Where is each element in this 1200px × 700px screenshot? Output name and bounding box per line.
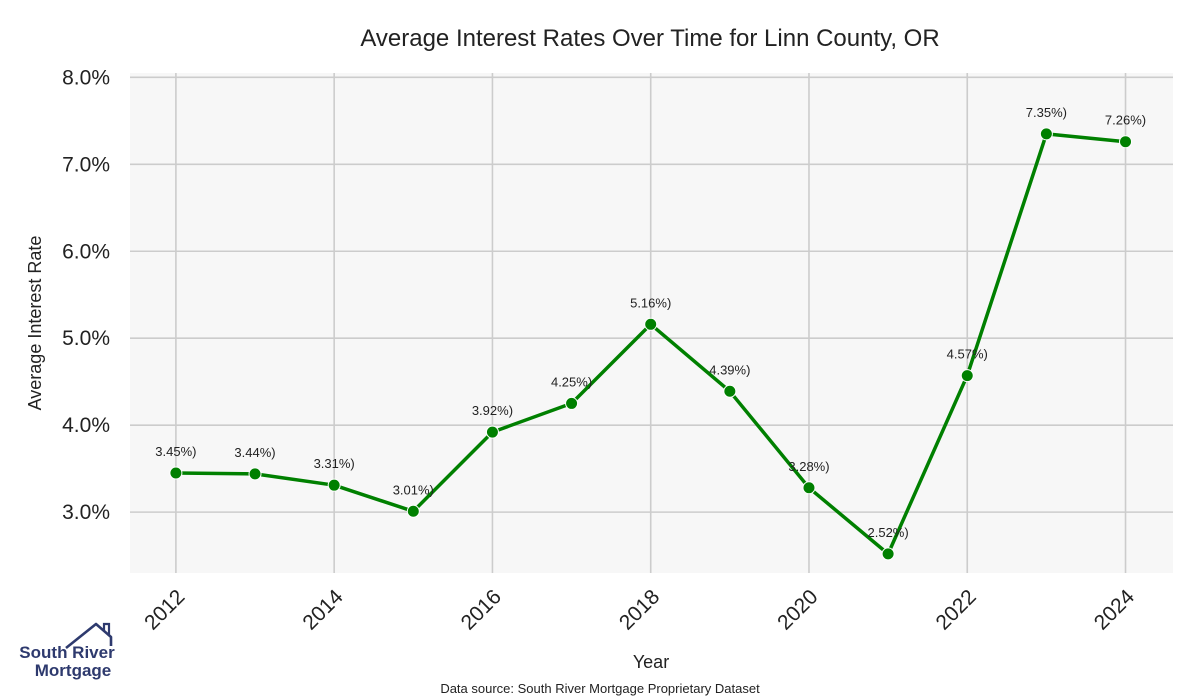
x-axis-ticks: 2012 2014 2016 2018 2020 2022 2024 <box>140 585 1139 635</box>
data-point <box>169 466 183 480</box>
data-point <box>960 369 974 383</box>
data-point <box>565 396 579 410</box>
y-tick-label: 7.0% <box>62 153 110 176</box>
data-label: 4.57%) <box>947 347 988 362</box>
data-point <box>406 504 420 518</box>
x-axis-label: Year <box>633 652 669 672</box>
y-axis-ticks: 3.0% 4.0% 5.0% 6.0% 7.0% 8.0% <box>62 66 110 524</box>
y-tick-label: 6.0% <box>62 240 110 263</box>
data-label: 3.45%) <box>155 444 196 459</box>
x-tick-label: 2018 <box>615 585 664 634</box>
data-point <box>802 481 816 495</box>
data-label: 3.92%) <box>472 403 513 418</box>
x-tick-label: 2020 <box>773 585 822 634</box>
data-labels-layer: 3.45%) 3.44%) 3.31%) 3.01%) 3.92%) 4.25%) 5.16… <box>155 105 1146 540</box>
horizontal-gridlines <box>130 76 1173 513</box>
data-label: 2.52%) <box>868 525 909 540</box>
data-label: 7.35%) <box>1026 105 1067 120</box>
chart-title: Average Interest Rates Over Time for Lin… <box>360 25 939 52</box>
x-tick-label: 2014 <box>298 585 348 635</box>
data-point <box>881 547 895 561</box>
y-axis-label: Average Interest Rate <box>25 236 45 411</box>
vertical-gridlines <box>175 73 1127 573</box>
y-tick-label: 4.0% <box>62 414 110 437</box>
x-tick-label: 2012 <box>140 585 189 634</box>
logo-line1: South River <box>19 643 115 662</box>
data-label: 4.39%) <box>709 362 750 377</box>
data-label: 4.25%) <box>551 374 592 389</box>
data-label: 3.31%) <box>314 456 355 471</box>
x-tick-label: 2016 <box>457 585 506 634</box>
data-label: 3.44%) <box>234 445 275 460</box>
data-point <box>723 384 737 398</box>
y-tick-label: 3.0% <box>62 501 110 524</box>
points-layer <box>169 127 1133 561</box>
data-label: 3.01%) <box>393 482 434 497</box>
data-point <box>248 467 262 481</box>
y-tick-label: 8.0% <box>62 66 110 89</box>
data-point <box>1039 127 1053 141</box>
x-tick-label: 2024 <box>1090 585 1140 635</box>
data-point <box>644 317 658 331</box>
x-tick-label: 2022 <box>931 585 980 634</box>
data-label: 3.28%) <box>788 459 829 474</box>
data-label: 7.26%) <box>1105 113 1146 128</box>
y-tick-label: 5.0% <box>62 327 110 350</box>
chimney-icon <box>102 622 111 636</box>
data-source-note: Data source: South River Mortgage Propri… <box>440 681 760 696</box>
data-point <box>327 478 341 492</box>
south-river-mortgage-logo: South River Mortgage <box>19 622 115 680</box>
data-label: 5.16%) <box>630 295 671 310</box>
data-point <box>485 425 499 439</box>
data-point <box>1119 135 1133 149</box>
logo-line2: Mortgage <box>35 661 112 680</box>
